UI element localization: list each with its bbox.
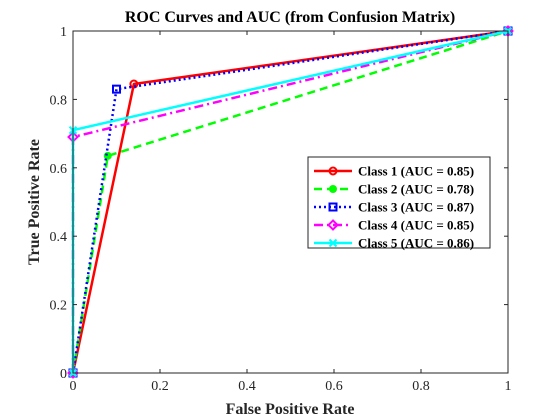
y-tick-label: 0.8 bbox=[50, 93, 68, 108]
legend: Class 1 (AUC = 0.85) Class 2 (AUC = 0.78)… bbox=[307, 156, 491, 251]
legend-label: Class 1 (AUC = 0.85) bbox=[358, 164, 474, 179]
series-line bbox=[71, 29, 509, 374]
legend-marker bbox=[328, 202, 338, 212]
legend-item-class-5: Class 5 (AUC = 0.86) bbox=[314, 236, 474, 251]
legend-label: Class 4 (AUC = 0.85) bbox=[358, 218, 474, 233]
data-point-marker bbox=[112, 84, 121, 94]
tick-layer: 0 0.2 0.4 0.6 0.8 1 0 0.2 0.4 0.6 0.8 1 bbox=[50, 25, 512, 394]
data-point-marker bbox=[67, 367, 79, 379]
legend-items: Class 1 (AUC = 0.85) Class 2 (AUC = 0.78)… bbox=[314, 164, 474, 251]
data-point-marker bbox=[129, 79, 139, 89]
legend-item-class-2: Class 2 (AUC = 0.78) bbox=[314, 182, 474, 197]
x-tick-label: 0.6 bbox=[325, 379, 343, 394]
legend-label: Class 3 (AUC = 0.87) bbox=[358, 200, 474, 215]
x-tick-label: 1 bbox=[505, 379, 512, 394]
legend-marker bbox=[329, 185, 337, 193]
x-tick-label: 0 bbox=[70, 379, 77, 394]
legend-label: Class 2 (AUC = 0.78) bbox=[358, 182, 474, 197]
series-line bbox=[71, 29, 509, 374]
legend-item-class-1: Class 1 (AUC = 0.85) bbox=[314, 164, 474, 179]
axes-box bbox=[72, 30, 509, 374]
data-point-marker bbox=[103, 151, 112, 160]
legend-label: Class 5 (AUC = 0.86) bbox=[358, 236, 474, 251]
chart-title: ROC Curves and AUC (from Confusion Matri… bbox=[125, 9, 455, 26]
y-axis-label: True Positive Rate bbox=[26, 139, 43, 265]
legend-marker bbox=[327, 219, 339, 231]
y-tick-label: 0.2 bbox=[50, 299, 68, 314]
x-tick-label: 0.2 bbox=[151, 379, 169, 394]
y-tick-label: 0.6 bbox=[50, 162, 68, 177]
y-tick-label: 0 bbox=[60, 367, 67, 382]
legend-item-class-4: Class 4 (AUC = 0.85) bbox=[314, 218, 474, 233]
legend-marker bbox=[328, 166, 338, 176]
x-axis-label: False Positive Rate bbox=[226, 401, 355, 418]
y-tick-label: 0.4 bbox=[50, 230, 68, 245]
legend-marker bbox=[328, 238, 338, 248]
series-line bbox=[71, 29, 509, 374]
y-tick-label: 1 bbox=[60, 25, 67, 40]
legend-item-class-3: Class 3 (AUC = 0.87) bbox=[314, 200, 474, 215]
x-tick-label: 0.8 bbox=[412, 379, 430, 394]
x-tick-label: 0.4 bbox=[238, 379, 256, 394]
